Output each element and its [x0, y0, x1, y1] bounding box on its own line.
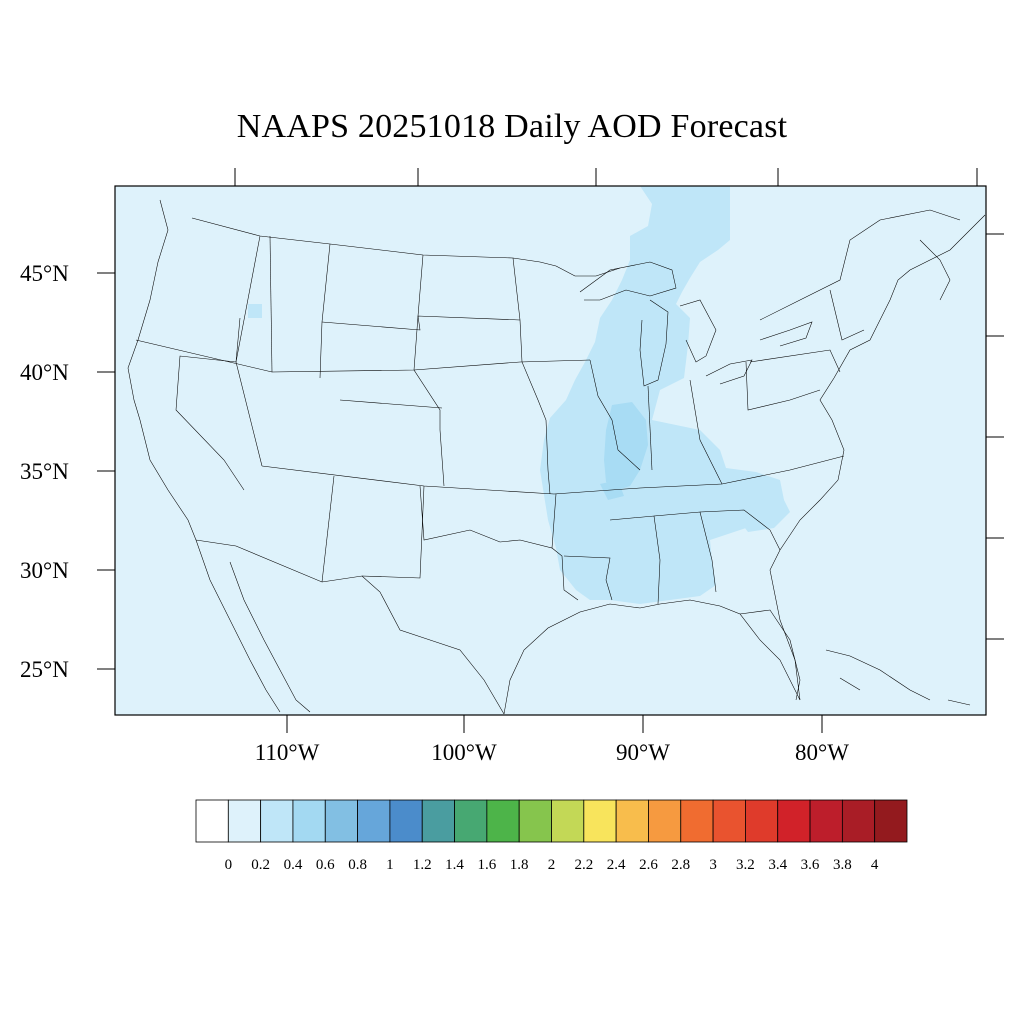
map-title: NAAPS 20251018 Daily AOD Forecast: [236, 108, 788, 145]
colorbar-label: 1.4: [445, 857, 464, 873]
colorbar-swatch: [421, 799, 455, 843]
colorbar-swatch: [777, 799, 811, 843]
colorbar-swatch: [486, 799, 520, 843]
colorbar-swatch: [874, 799, 908, 843]
colorbar-label: 1.6: [477, 857, 496, 873]
latitude-labels: 45°N 40°N 35°N 30°N 25°N: [20, 261, 69, 682]
lon-label-80: 80°W: [795, 740, 849, 765]
colorbar-label: 0.2: [251, 857, 270, 873]
colorbar-swatch: [518, 799, 552, 843]
colorbar-swatch: [292, 799, 326, 843]
colorbar: 0 0.2 0.4 0.6 0.8 1 1.2 1.4 1.6 1.8 2 2.2 2.4 2.6 2.8 3…: [195, 799, 908, 873]
colorbar-swatch: [583, 799, 617, 843]
colorbar-swatch: [712, 799, 746, 843]
lat-label-45: 45°N: [20, 261, 69, 286]
state-boundaries: [127, 199, 986, 715]
colorbar-label: 4: [871, 857, 879, 873]
colorbar-label: 0.8: [348, 857, 367, 873]
colorbar-label: 3.2: [736, 857, 755, 873]
colorbar-label: 3.4: [768, 857, 787, 873]
colorbar-swatch: [324, 799, 358, 843]
colorbar-label: 2: [548, 857, 556, 873]
colorbar-label: 0.4: [284, 857, 303, 873]
colorbar-swatch: [454, 799, 488, 843]
colorbar-swatch: [841, 799, 876, 843]
colorbar-label: 0.6: [316, 857, 335, 873]
colorbar-label: 1.2: [413, 857, 432, 873]
colorbar-label: 3.6: [801, 857, 820, 873]
map-panel: 45°N 40°N 35°N 30°N 25°N 110°W 100°W 90°…: [20, 168, 1004, 765]
aod-plume-medium: [600, 402, 648, 500]
colorbar-label: 0: [225, 857, 233, 873]
aod-plume-light: [248, 186, 790, 604]
colorbar-swatch: [680, 799, 714, 843]
colorbar-label: 2.6: [639, 857, 658, 873]
colorbar-swatch: [389, 799, 423, 843]
lat-label-40: 40°N: [20, 360, 69, 385]
lat-label-25: 25°N: [20, 657, 69, 682]
colorbar-swatch: [551, 799, 585, 843]
colorbar-label: 3.8: [833, 857, 852, 873]
colorbar-label: 1.8: [510, 857, 529, 873]
colorbar-swatch: [260, 799, 294, 843]
colorbar-swatch: [357, 799, 391, 843]
lon-label-90: 90°W: [616, 740, 670, 765]
colorbar-swatch: [227, 799, 262, 843]
colorbar-swatch: [648, 799, 682, 843]
map-frame: [114, 185, 987, 716]
colorbar-label: 2.8: [671, 857, 690, 873]
colorbar-swatch: [615, 799, 649, 843]
colorbar-label: 1: [386, 857, 394, 873]
colorbar-swatch: [195, 799, 229, 843]
colorbar-swatch: [745, 799, 779, 843]
colorbar-label: 2.4: [607, 857, 626, 873]
colorbar-label: 3: [709, 857, 717, 873]
colorbar-swatch: [809, 799, 843, 843]
lat-label-35: 35°N: [20, 459, 69, 484]
lon-label-110: 110°W: [255, 740, 320, 765]
colorbar-label: 2.2: [574, 857, 593, 873]
map-ticks: [97, 168, 1004, 733]
lat-label-30: 30°N: [20, 558, 69, 583]
lon-label-100: 100°W: [431, 740, 497, 765]
longitude-labels: 110°W 100°W 90°W 80°W: [255, 740, 850, 765]
